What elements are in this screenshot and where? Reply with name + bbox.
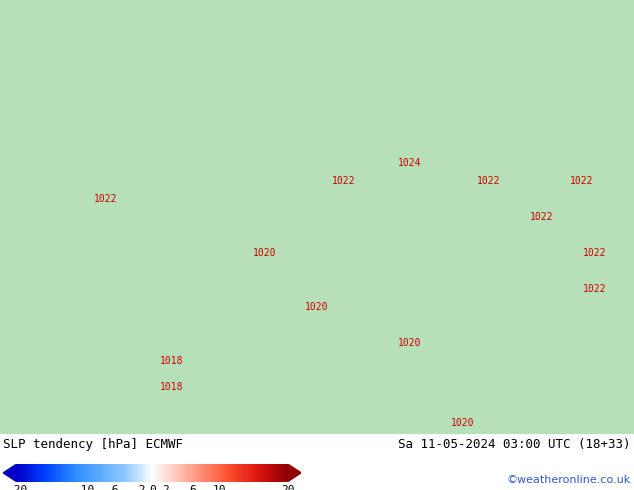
Text: 0: 0 [149, 485, 155, 490]
Polygon shape [288, 464, 301, 482]
Text: 1020: 1020 [252, 248, 276, 258]
Text: 1022: 1022 [569, 176, 593, 186]
Text: 1022: 1022 [583, 248, 606, 258]
Text: 6: 6 [190, 485, 196, 490]
Text: 20: 20 [281, 485, 294, 490]
Text: -20: -20 [6, 485, 27, 490]
Text: 1018: 1018 [160, 356, 183, 367]
Text: 1022: 1022 [332, 176, 355, 186]
Text: ©weatheronline.co.uk: ©weatheronline.co.uk [507, 475, 631, 486]
Text: 1022: 1022 [530, 212, 553, 222]
Text: 1022: 1022 [477, 176, 500, 186]
Text: -6: -6 [105, 485, 119, 490]
Text: Sa 11-05-2024 03:00 UTC (18+33): Sa 11-05-2024 03:00 UTC (18+33) [398, 438, 631, 451]
Text: -2: -2 [132, 485, 145, 490]
Text: 1020: 1020 [451, 418, 474, 428]
Text: 2: 2 [162, 485, 169, 490]
Text: 1020: 1020 [305, 302, 329, 312]
Polygon shape [3, 464, 16, 482]
Text: 10: 10 [213, 485, 226, 490]
Text: 1024: 1024 [398, 158, 421, 168]
Text: 1020: 1020 [398, 338, 421, 348]
Text: 1022: 1022 [583, 284, 606, 294]
Text: -10: -10 [74, 485, 94, 490]
Text: 1022: 1022 [94, 194, 117, 204]
Text: 1018: 1018 [160, 382, 183, 392]
Text: SLP tendency [hPa] ECMWF: SLP tendency [hPa] ECMWF [3, 438, 183, 451]
